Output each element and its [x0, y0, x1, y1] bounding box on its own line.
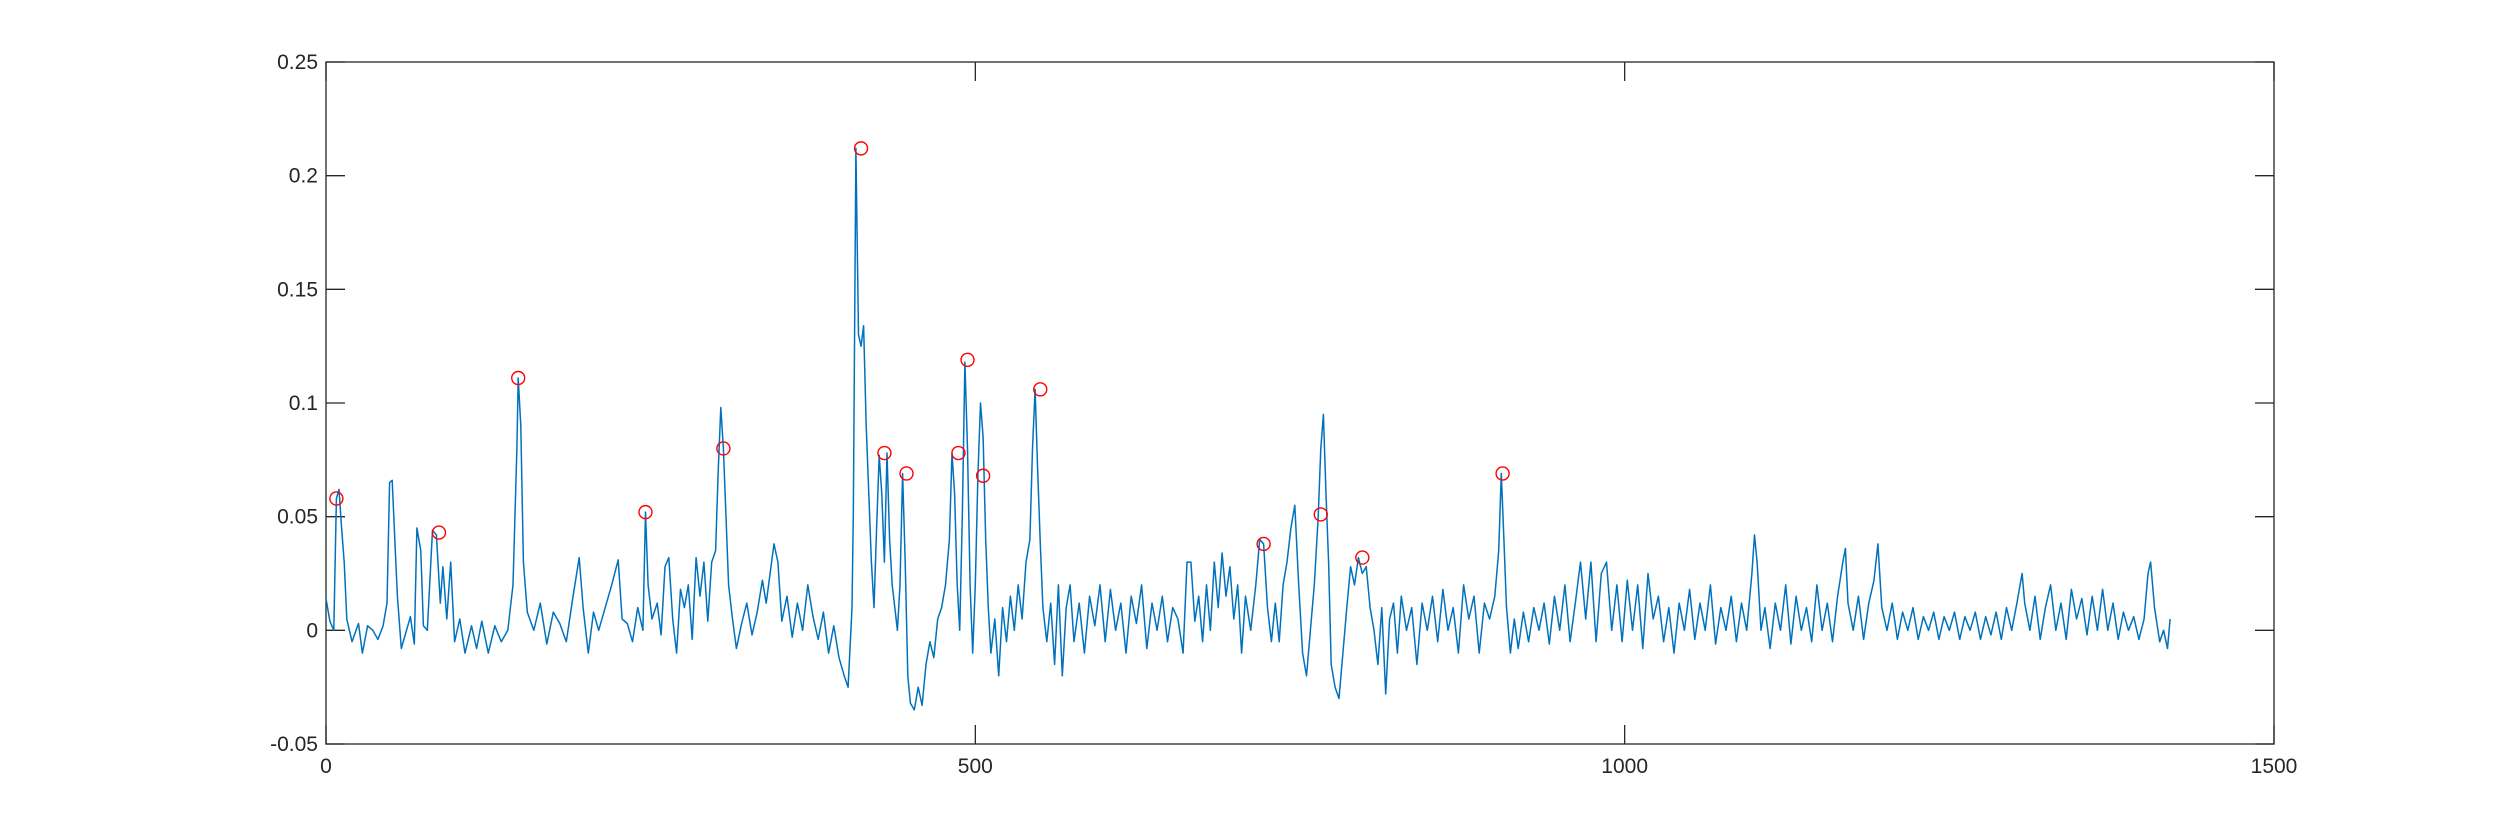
plot-area [325, 61, 2275, 745]
y-tick-label: 0.25 [277, 51, 318, 74]
y-tick-label: 0 [306, 619, 318, 642]
peak-marker [960, 352, 975, 368]
peak-marker [1256, 536, 1271, 552]
peak-marker [1313, 507, 1328, 522]
peak-marker [877, 445, 892, 461]
y-axis-tick-labels: -0.05 0 0.05 0.1 0.15 0.2 0.25 [270, 51, 318, 756]
signal-line [325, 147, 2171, 711]
peak-marker [638, 504, 653, 520]
peak-marker [951, 445, 966, 461]
y-tick-label: -0.05 [270, 733, 318, 756]
x-tick-label: 500 [958, 755, 993, 778]
y-tick-label: 0.05 [277, 506, 318, 529]
peak-marker [1033, 382, 1048, 397]
y-tick-label: 0.15 [277, 278, 318, 301]
axes-box [325, 61, 2275, 745]
peak-marker [329, 491, 344, 506]
x-tick-label: 1500 [2251, 755, 2298, 778]
peak-marker [431, 525, 447, 540]
x-tick-label: 1000 [1601, 755, 1648, 778]
peak-marker [511, 370, 526, 386]
peak-marker [1495, 466, 1510, 481]
y-tick-label: 0.1 [289, 392, 318, 415]
peak-marker [716, 441, 731, 456]
peak-marker [899, 466, 914, 481]
peak-markers [329, 141, 1510, 565]
x-tick-label: 0 [320, 755, 332, 778]
peak-marker [975, 468, 991, 483]
peak-marker [853, 141, 869, 156]
y-tick-label: 0.2 [289, 165, 318, 188]
x-axis-tick-labels: 0 500 1000 1500 [320, 755, 2297, 778]
series-layer [325, 147, 2171, 711]
peak-marker [1355, 550, 1370, 565]
axis-ticks [325, 61, 2275, 745]
